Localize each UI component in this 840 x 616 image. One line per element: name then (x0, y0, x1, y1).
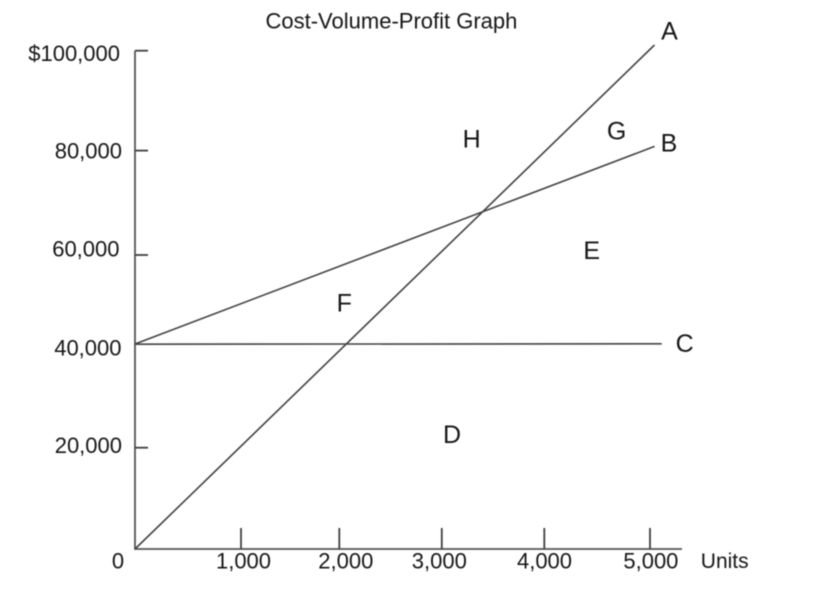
svg-text:A: A (661, 18, 678, 46)
svg-text:C: C (676, 330, 694, 358)
svg-text:2,000: 2,000 (318, 548, 373, 573)
svg-text:4,000: 4,000 (517, 548, 572, 573)
svg-text:B: B (661, 129, 678, 157)
svg-text:F: F (337, 289, 352, 317)
svg-text:3,000: 3,000 (412, 548, 467, 573)
svg-text:20,000: 20,000 (55, 433, 122, 458)
svg-text:0: 0 (112, 548, 124, 573)
svg-text:H: H (463, 125, 481, 153)
svg-text:$100,000: $100,000 (28, 41, 120, 66)
svg-text:60,000: 60,000 (52, 237, 119, 262)
svg-text:G: G (607, 117, 626, 145)
svg-text:E: E (583, 237, 600, 265)
svg-text:D: D (443, 421, 461, 449)
svg-text:Units: Units (701, 550, 749, 573)
svg-text:Cost-Volume-Profit Graph: Cost-Volume-Profit Graph (266, 8, 518, 33)
svg-text:5,000: 5,000 (623, 548, 678, 573)
svg-text:40,000: 40,000 (54, 335, 121, 360)
svg-text:80,000: 80,000 (55, 139, 122, 164)
svg-text:1,000: 1,000 (216, 548, 271, 573)
